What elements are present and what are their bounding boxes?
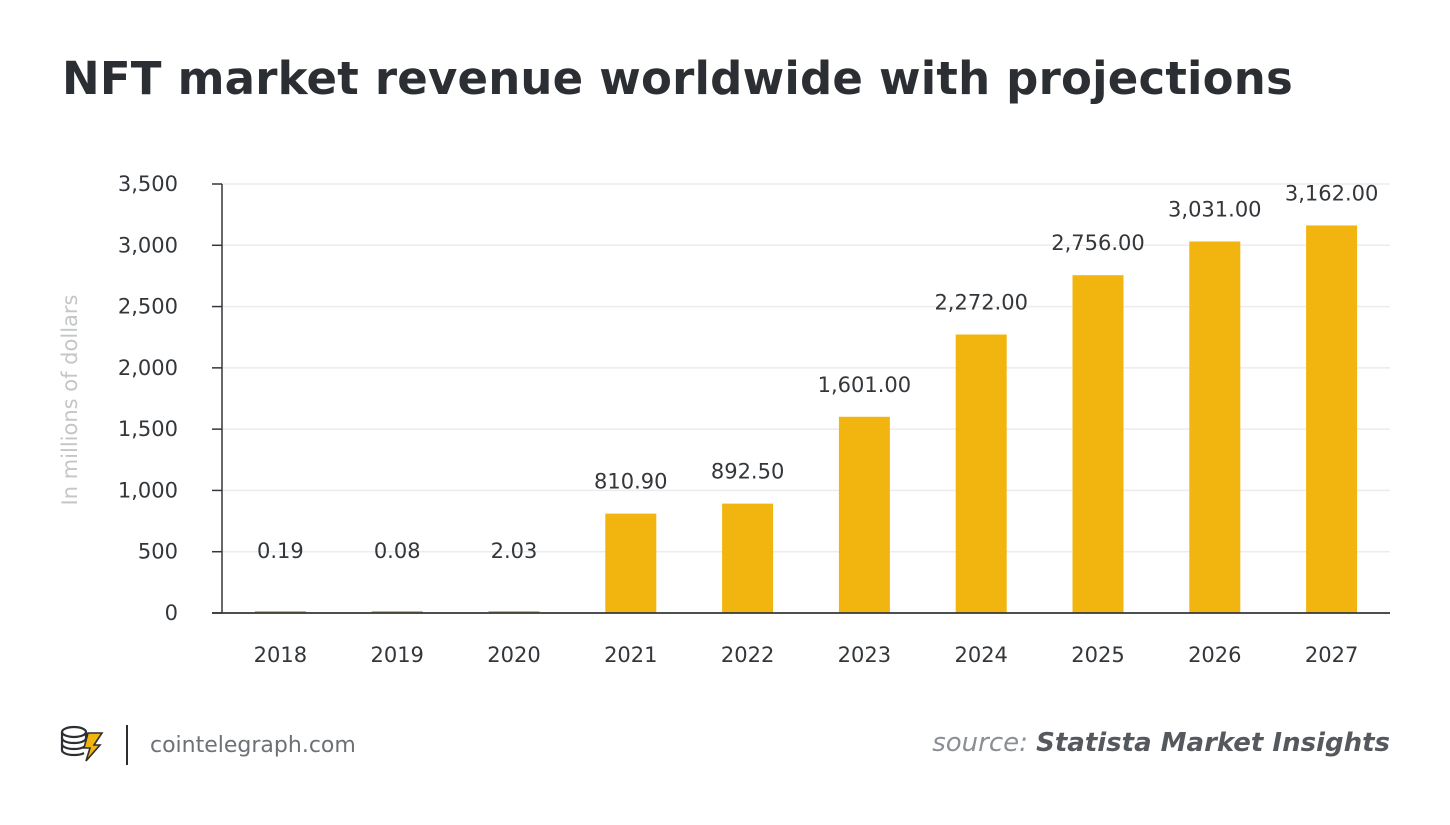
y-tick-label: 3,000: [118, 233, 178, 257]
y-tick-label: 1,500: [118, 417, 178, 441]
y-tick-label: 2,000: [118, 356, 178, 380]
data-label-2026: 3,031.00: [1168, 197, 1262, 221]
data-label-2025: 2,756.00: [1051, 231, 1145, 255]
bar-2022: [722, 503, 774, 613]
x-tick-label-2018: 2018: [254, 643, 307, 667]
x-tick-label-2023: 2023: [838, 643, 891, 667]
bar-2021: [605, 513, 657, 613]
footer-brand: cointelegraph.com: [58, 722, 356, 768]
bar-2025: [1072, 275, 1124, 613]
site-url[interactable]: cointelegraph.com: [150, 732, 356, 758]
data-label-2027: 3,162.00: [1285, 181, 1379, 205]
data-labels: 0.19 0.08 2.03 810.90 892.50 1,601.00 2,272.00…: [257, 181, 1378, 563]
y-axis-title: In millions of dollars: [58, 295, 82, 506]
x-tick-label-2020: 2020: [487, 643, 540, 667]
source-name: Statista Market Insights: [1036, 728, 1390, 758]
bars: [254, 225, 1358, 613]
y-tick-label: 3,500: [118, 172, 178, 196]
source-credit: source: Statista Market Insights: [932, 728, 1390, 758]
footer-divider: [126, 725, 128, 765]
x-tick-label-2027: 2027: [1305, 643, 1358, 667]
bar-2027: [1306, 225, 1358, 613]
y-tick-label: 1,000: [118, 478, 178, 502]
x-tick-label-2026: 2026: [1188, 643, 1241, 667]
data-label-2018: 0.19: [257, 539, 304, 563]
y-tick-label: 2,500: [118, 295, 178, 319]
y-tick-label: 0: [165, 601, 178, 625]
cointelegraph-logo-icon: [58, 723, 104, 767]
data-label-2021: 810.90: [594, 470, 667, 494]
bar-2023: [838, 416, 890, 613]
x-tick-label-2019: 2019: [370, 643, 423, 667]
y-tick-label: 500: [138, 540, 178, 564]
bar-2019: [371, 611, 423, 613]
bar-2024: [955, 334, 1007, 613]
axes: 0 500 1,000 1,500 2,000 2,500 3,000 3,500 2018 20…: [118, 172, 1390, 667]
data-label-2020: 2.03: [491, 539, 538, 563]
chart-title: NFT market revenue worldwide with projec…: [62, 52, 1293, 105]
bar-2020: [488, 611, 540, 613]
source-prefix: source:: [932, 728, 1028, 758]
x-tick-label-2025: 2025: [1071, 643, 1124, 667]
x-tick-label-2024: 2024: [954, 643, 1007, 667]
bar-2018: [254, 611, 306, 613]
x-tick-label-2022: 2022: [721, 643, 774, 667]
data-label-2022: 892.50: [711, 460, 784, 484]
bar-chart: 0 500 1,000 1,500 2,000 2,500 3,000 3,500 2018 20…: [58, 172, 1390, 667]
bar-2026: [1189, 241, 1241, 613]
data-label-2023: 1,601.00: [818, 373, 912, 397]
data-label-2024: 2,272.00: [934, 291, 1028, 315]
data-label-2019: 0.08: [374, 539, 421, 563]
x-tick-label-2021: 2021: [604, 643, 657, 667]
